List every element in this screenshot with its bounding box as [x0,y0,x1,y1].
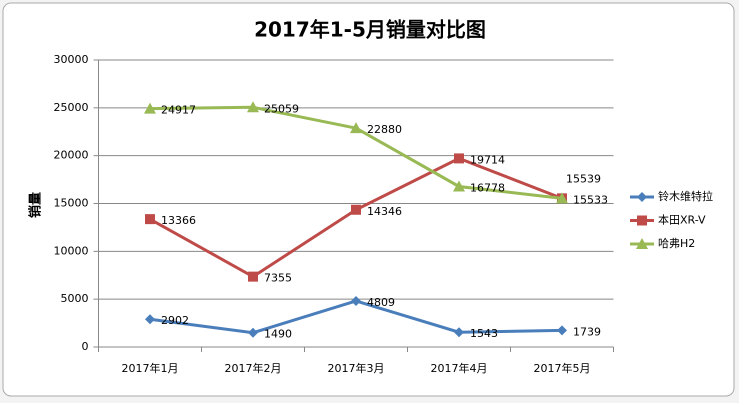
marker [557,325,567,336]
marker [145,214,155,225]
chart-area[interactable] [2,2,735,397]
legend-label: 哈弗H2 [658,236,695,250]
y-tick-label: 5000 [61,292,89,305]
y-tick-label: 30000 [54,53,89,66]
y-tick-label: 25000 [54,101,89,114]
x-tick-label: 2017年3月 [328,361,385,375]
data-label: 25059 [264,102,299,115]
x-tick-label: 2017年4月 [431,361,488,375]
data-label: 15539 [566,172,601,185]
data-label: 16778 [470,181,505,194]
data-label: 4809 [367,296,395,309]
data-label: 24917 [161,104,196,117]
data-label: 2902 [161,314,189,327]
x-tick-label: 2017年1月 [122,361,179,375]
legend-marker [636,238,648,249]
y-tick-label: 15000 [54,197,89,210]
data-label: 14346 [367,205,402,218]
marker [247,101,259,113]
x-tick-label: 2017年5月 [534,361,591,375]
y-tick-label: 20000 [54,149,89,162]
legend-marker [637,192,647,202]
marker [248,271,258,282]
data-label: 22880 [367,123,402,136]
legend-marker [637,215,647,226]
data-label: 19714 [470,153,505,166]
y-tick-label: 0 [82,340,89,353]
marker [351,204,361,215]
marker [144,102,156,114]
y-axis-label: 销量 [28,192,44,218]
marker [556,192,568,204]
data-label: 1543 [470,327,498,340]
marker [453,180,465,192]
marker [350,122,362,134]
data-label: 1490 [264,328,292,341]
x-tick-label: 2017年2月 [225,361,282,375]
data-label: 1739 [573,325,601,338]
data-label: 15533 [573,193,608,206]
chart-title: 2017年1-5月销量对比图 [254,18,486,42]
legend-label: 铃木维特拉 [658,189,713,203]
data-label: 7355 [264,272,292,285]
legend-label: 本田XR-V [658,213,706,227]
marker [248,327,258,338]
marker [351,295,361,306]
marker [454,327,464,338]
data-label: 13366 [161,214,196,227]
y-tick-label: 10000 [54,244,89,257]
marker [145,314,155,325]
marker [454,153,464,164]
